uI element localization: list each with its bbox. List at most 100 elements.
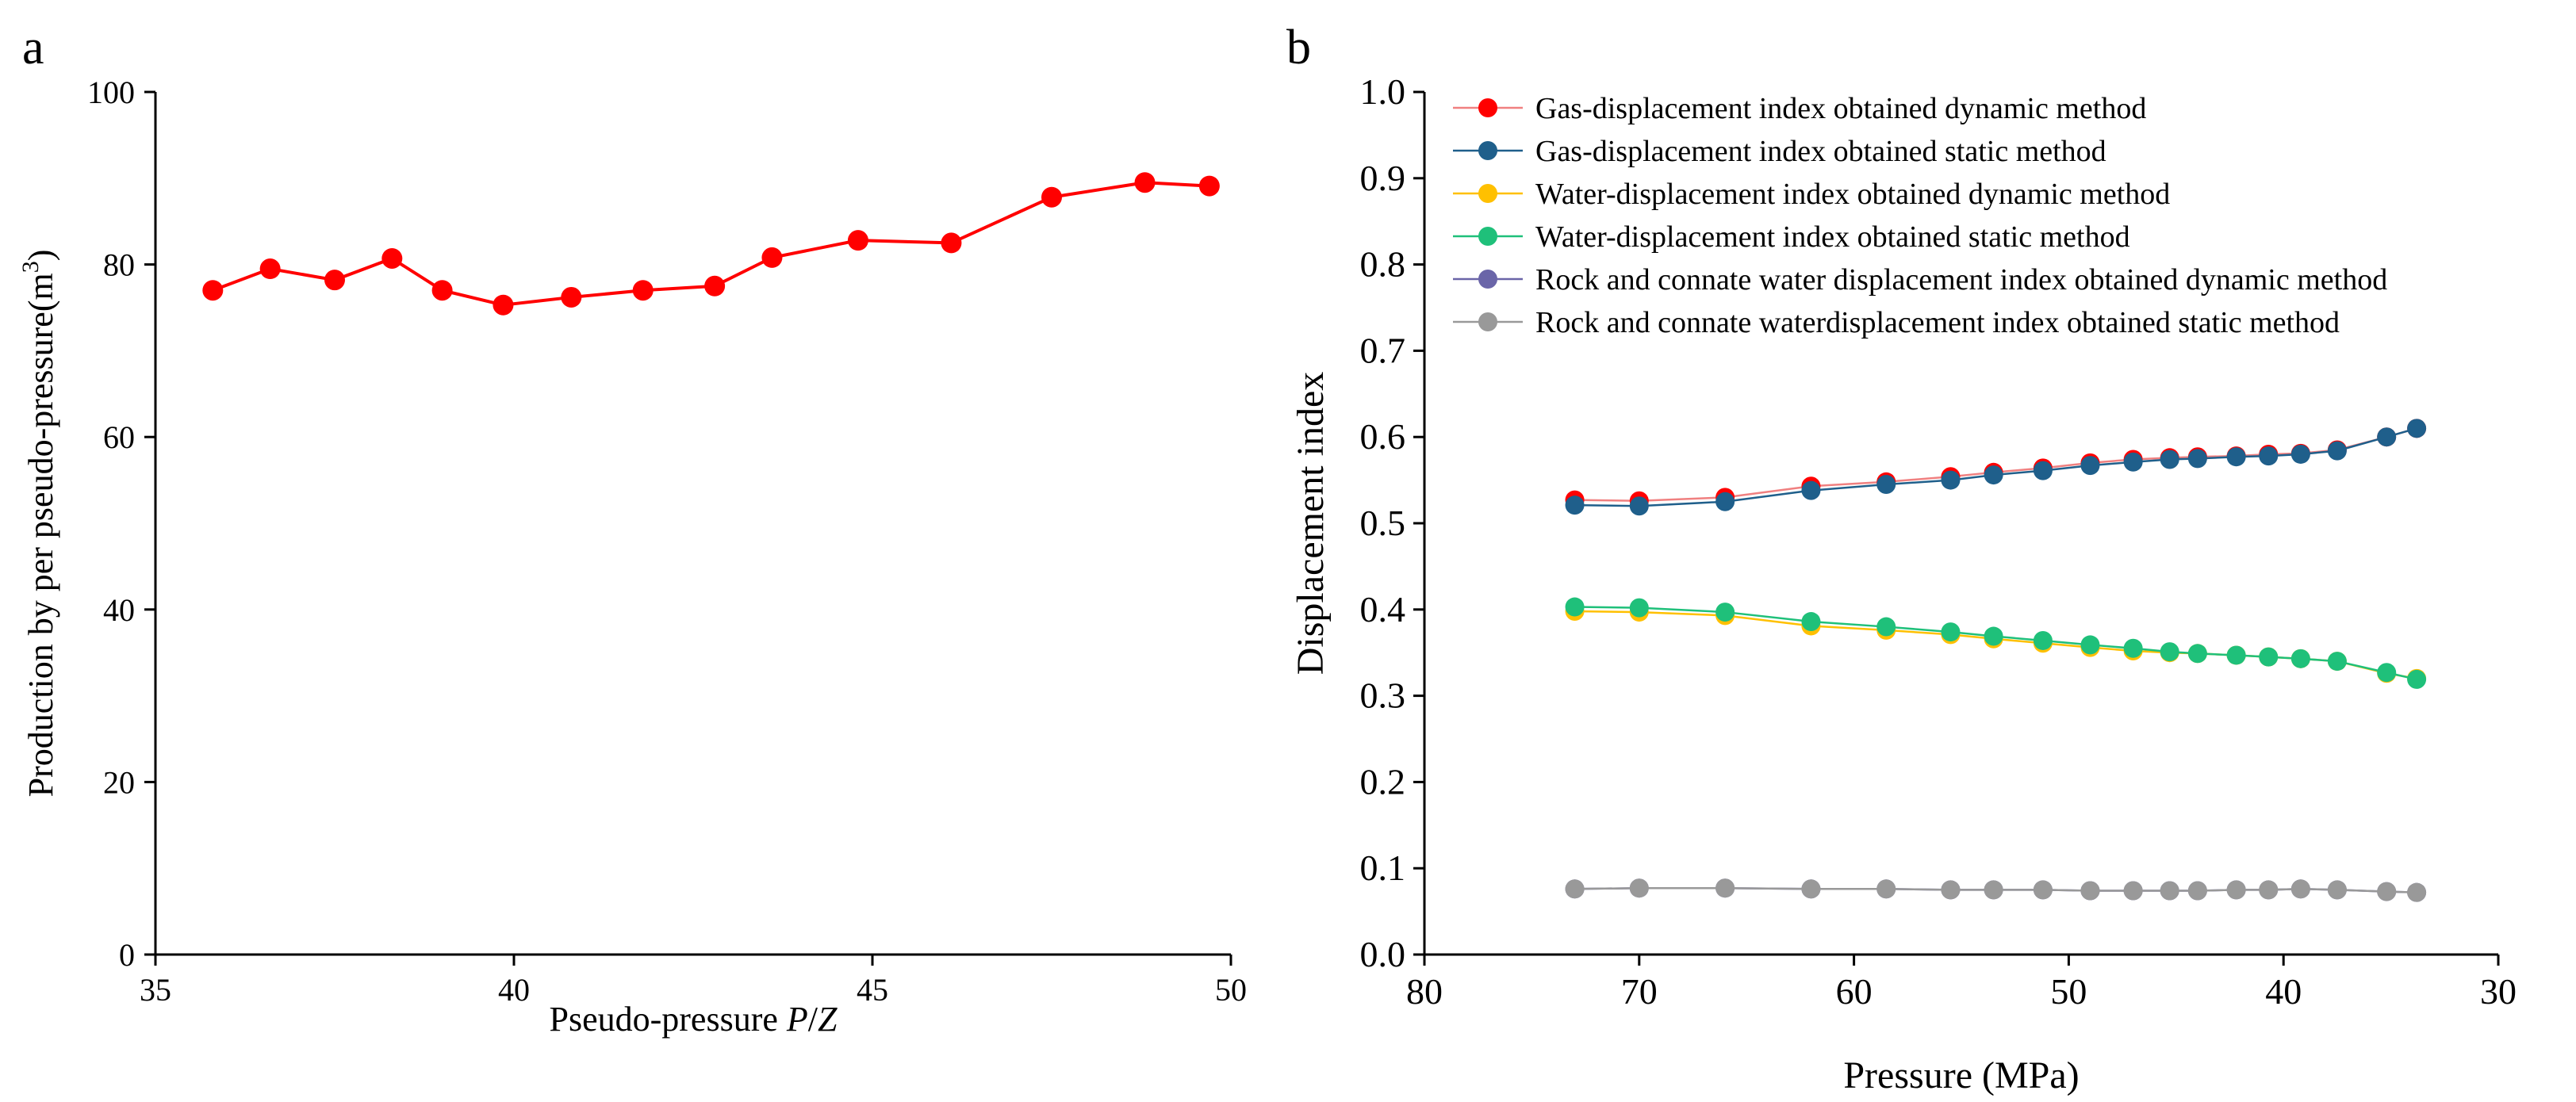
legend-swatch-marker (1478, 227, 1497, 246)
legend-swatch-marker (1478, 270, 1497, 289)
panel-b-y-axis-label: Displacement index (1290, 372, 1332, 675)
panel-b-data-point-5 (2377, 882, 2397, 901)
panel-b-data-point-3 (2290, 649, 2310, 668)
panel-b-data-point-5 (2033, 880, 2053, 900)
panel-b-x-tick-label: 40 (2265, 971, 2302, 1012)
panel-b-data-point-5 (2187, 881, 2207, 901)
panel-b-data-point-1 (1941, 470, 1961, 490)
panel-b-data-point-3 (2327, 652, 2347, 672)
panel-b-data-point-5 (1941, 880, 1961, 900)
panel-b-x-axis-label: Pressure (MPa) (1843, 1054, 2079, 1096)
panel-b-data-point-3 (2377, 663, 2397, 683)
panel-b-x-tick-label: 60 (1836, 971, 1873, 1012)
panel-b-data-point-5 (2080, 881, 2100, 901)
panel-b-data-point-1 (2259, 446, 2279, 466)
panel-b-legend: Gas-displacement index obtained dynamic … (1453, 92, 2387, 339)
panel-b-data-point-1 (2123, 452, 2143, 472)
panel-a-plot (202, 172, 1220, 316)
panel-b-data-point-5 (2226, 880, 2246, 900)
panel-b-data-point-5 (2327, 880, 2347, 900)
panel-b-data-point-1 (2290, 444, 2310, 464)
panel-b-data-point-5 (1876, 879, 1896, 899)
panel-b-data-point-1 (2226, 447, 2246, 467)
legend-swatch-marker (1478, 98, 1497, 117)
panel-a-label: a (22, 21, 44, 75)
panel-b-data-point-3 (1715, 603, 1735, 622)
panel-b-data-point-1 (2033, 461, 2053, 480)
panel-b-data-point-3 (1876, 617, 1896, 637)
panel-b-data-point-5 (1801, 879, 1821, 899)
panel-a: a 35 40 45 50 0 20 40 60 80 100 Pseudo-pressure P… (17, 21, 1247, 1039)
panel-a-data-point (259, 258, 281, 280)
panel-b-data-point-1 (1565, 496, 1585, 515)
legend-entry-label: Water-displacement index obtained static… (1535, 220, 2130, 254)
panel-b-data-point-3 (2226, 645, 2246, 665)
legend-swatch-marker (1478, 312, 1497, 331)
legend-entry-label: Rock and connate water displacement inde… (1535, 263, 2387, 297)
panel-b-data-point-5 (1715, 878, 1735, 898)
panel-a-y-tick-label: 20 (103, 764, 135, 800)
panel-a-y-tick-label: 40 (103, 592, 135, 628)
panel-a-data-point (493, 294, 514, 316)
panel-b-data-point-5 (2407, 882, 2427, 902)
legend-swatch-marker (1478, 141, 1497, 160)
panel-a-data-point (561, 286, 582, 308)
panel-b-label: b (1286, 21, 1311, 75)
panel-b-y-tick-label: 0.4 (1360, 589, 1406, 629)
panel-a-y-tick-label: 60 (103, 419, 135, 455)
panel-b-data-point-1 (2377, 427, 2397, 447)
panel-b-data-point-1 (2080, 456, 2100, 476)
panel-b-data-point-1 (1876, 475, 1896, 495)
panel-b-y-tick-label: 0.1 (1360, 848, 1406, 888)
panel-b-data-point-5 (2123, 881, 2143, 901)
panel-b-x-tick-label: 70 (1621, 971, 1658, 1012)
panel-a-y-tick-label: 80 (103, 247, 135, 283)
panel-b-y-tick-label: 0.6 (1360, 416, 1406, 457)
panel-b-y-tick-label: 0.8 (1360, 244, 1406, 285)
panel-b-y-tick-label: 0.0 (1360, 934, 1406, 974)
panel-b-x-tick-label: 30 (2480, 971, 2517, 1012)
panel-b-data-point-3 (1629, 598, 1649, 618)
panel-b-x-tick-label: 50 (2050, 971, 2087, 1012)
panel-b-data-point-1 (1715, 492, 1735, 511)
panel-b-data-point-1 (1801, 480, 1821, 500)
panel-b-y-tick-label: 0.5 (1360, 503, 1406, 543)
panel-b-data-point-5 (2290, 879, 2310, 899)
panel-a-data-point (941, 232, 962, 254)
panel-b-y-tick-label: 0.3 (1360, 675, 1406, 716)
panel-b-data-point-1 (2407, 419, 2427, 438)
panel-b-data-point-5 (1565, 879, 1585, 899)
panel-a-data-point (1041, 186, 1062, 208)
panel-b-data-point-5 (2160, 881, 2179, 901)
panel-b-data-point-1 (2187, 449, 2207, 469)
panel-a-data-point (1198, 175, 1220, 197)
panel-b-data-point-1 (1984, 465, 2003, 485)
panel-b-data-point-1 (1629, 496, 1649, 516)
panel-b-y-tick-label: 0.9 (1360, 158, 1406, 198)
panel-b-data-point-3 (2187, 644, 2207, 664)
panel-b-data-point-1 (2327, 441, 2347, 461)
panel-b-data-point-3 (2259, 647, 2279, 667)
panel-a-x-tick-label: 45 (857, 972, 888, 1008)
panel-a-x-tick-label: 40 (498, 972, 530, 1008)
panel-b-ticks: 80 70 60 50 40 30 0.0 0.1 0.2 0.3 0.4 0.5 0.6 0.7 0.8 0… (1360, 71, 2517, 1012)
panel-a-data-point (381, 247, 403, 269)
panel-a-y-tick-label: 100 (87, 75, 135, 110)
panel-b-data-point-1 (2160, 450, 2179, 469)
panel-a-y-axis-label: Production by per pseudo-pressure(m3) (17, 250, 60, 798)
panel-b-x-tick-label: 80 (1406, 971, 1443, 1012)
panel-b-data-point-3 (2160, 642, 2179, 662)
panel-b-data-point-3 (1801, 612, 1821, 632)
panel-b-data-point-3 (2407, 669, 2427, 689)
panel-b-data-point-3 (2080, 635, 2100, 655)
panel-a-data-point (847, 230, 868, 251)
legend-swatch-marker (1478, 184, 1497, 203)
panel-b-y-tick-label: 0.7 (1360, 330, 1406, 370)
legend-entry-label: Gas-displacement index obtained dynamic … (1535, 92, 2146, 125)
panel-b-data-point-3 (2033, 630, 2053, 650)
panel-a-data-point (632, 280, 654, 301)
panel-b-y-tick-label: 1.0 (1360, 71, 1406, 112)
panel-a-data-point (1134, 172, 1156, 193)
panel-b-data-point-3 (2123, 638, 2143, 658)
